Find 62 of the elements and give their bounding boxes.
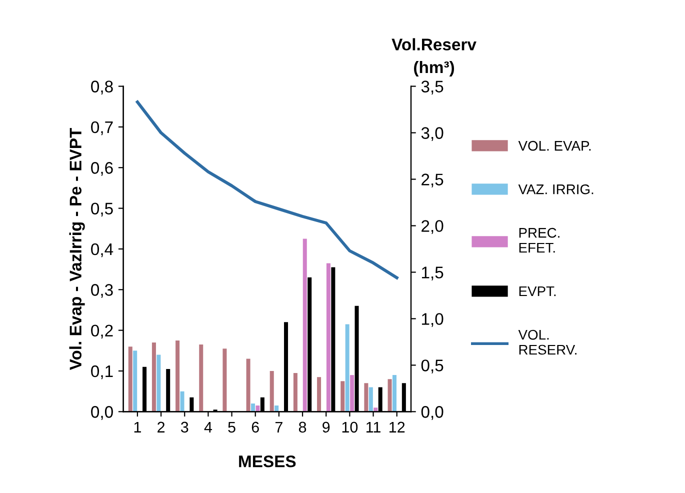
y-tick-label: 0,6 <box>91 162 113 176</box>
y-tick-label: 0,2 <box>91 324 113 338</box>
y-tick-label: 0,5 <box>91 202 113 216</box>
y2-tick-label: 3,0 <box>421 127 444 141</box>
x-tick-label: 3 <box>180 422 188 433</box>
x-tick-label: 10 <box>342 422 358 433</box>
legend-label: VAZ. IRRIG. <box>518 184 594 194</box>
y-axis-title: Vol. Evap - VazIrrig - Pe - EVPT <box>69 128 85 370</box>
legend-label: VOL. RESERV. <box>518 330 576 355</box>
bar <box>250 404 256 412</box>
bar <box>364 383 368 412</box>
bar <box>133 350 138 412</box>
y2-tick-label: 0,0 <box>421 406 444 420</box>
x-tick-label: 7 <box>275 422 282 432</box>
y2-tick-label: 3,5 <box>421 80 444 94</box>
bar <box>222 348 227 412</box>
bar <box>128 346 132 412</box>
x-tick-label: 5 <box>228 422 236 433</box>
x-axis-title: MESES <box>239 456 296 468</box>
y-tick-label: 0,1 <box>91 365 113 380</box>
legend-label: VOL. EVAP. <box>518 140 591 151</box>
x-tick-label: 2 <box>158 422 165 432</box>
bar <box>293 373 298 412</box>
legend-label: PREC. EFET. <box>519 228 560 253</box>
y-tick-label: 0,4 <box>91 243 114 258</box>
x-tick-label: 11 <box>366 422 380 432</box>
bar <box>317 377 322 412</box>
y2-tick-label: 2,0 <box>422 220 444 234</box>
bar <box>270 370 274 412</box>
bar <box>392 375 396 412</box>
x-tick-label: 6 <box>252 422 259 433</box>
y2-tick-label: 1,5 <box>422 266 444 280</box>
y-tick-label: 0,8 <box>91 80 113 94</box>
y2-axis-title: Vol.Reserv (hm³) <box>392 38 476 77</box>
bar <box>256 406 260 412</box>
bar <box>274 406 279 412</box>
bar <box>199 344 204 412</box>
y-tick-label: 0,7 <box>91 121 113 136</box>
legend-label: EVPT. <box>519 286 556 296</box>
bar <box>340 381 345 412</box>
bar <box>388 379 392 412</box>
x-tick-label: 4 <box>204 422 212 432</box>
x-tick-label: 8 <box>298 422 306 433</box>
bar <box>246 358 250 412</box>
y-tick-label: 0,3 <box>91 284 113 298</box>
x-tick-label: 12 <box>390 422 405 432</box>
bar <box>368 387 373 412</box>
bar <box>180 391 184 412</box>
line-series <box>136 100 398 280</box>
y2-tick-label: 1,0 <box>422 313 444 327</box>
y-tick-label: 0,0 <box>91 406 113 420</box>
bar <box>156 354 161 412</box>
x-tick-label: 1 <box>134 422 141 432</box>
bar <box>345 324 350 412</box>
bar <box>326 263 330 412</box>
y2-tick-label: 0,5 <box>421 360 444 374</box>
y2-tick-label: 2,5 <box>422 174 444 188</box>
bar <box>152 342 156 412</box>
bar <box>350 375 354 412</box>
bar <box>302 238 307 412</box>
bar <box>176 340 180 412</box>
x-tick-label: 9 <box>322 422 330 433</box>
